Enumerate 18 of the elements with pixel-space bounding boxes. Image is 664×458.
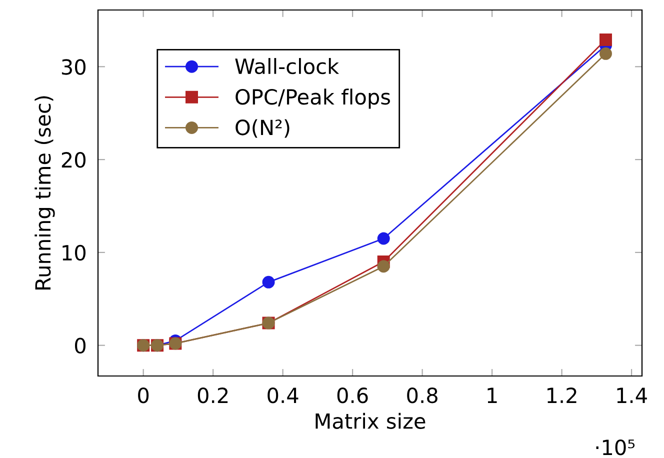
- legend-label: OPC/Peak flops: [236, 88, 390, 109]
- x-tick-label: 0.4: [268, 387, 298, 404]
- x-tick-label: 1.2: [548, 387, 576, 403]
- x-tick-label: 1: [488, 388, 497, 403]
- x-tick-label: 0.2: [198, 387, 228, 404]
- y-tick-label: 30: [62, 59, 86, 75]
- text: ·10⁵: [596, 439, 635, 456]
- legend-label: O(N²): [236, 119, 290, 138]
- legend-label: Wall-clock: [235, 58, 340, 74]
- x-tick-label: 0.6: [337, 387, 368, 404]
- y-tick-label: 20: [62, 152, 86, 168]
- y-tick-label: 10: [62, 244, 86, 261]
- x-axis-title: Matrix size: [316, 412, 426, 429]
- x-tick-label: 1.4: [617, 388, 647, 403]
- y-tick-label: 0: [75, 338, 86, 354]
- y-axis-title: Running time (sec): [34, 96, 55, 290]
- x-tick-label: 0.8: [407, 387, 438, 404]
- x-tick-label: 0: [138, 387, 149, 404]
